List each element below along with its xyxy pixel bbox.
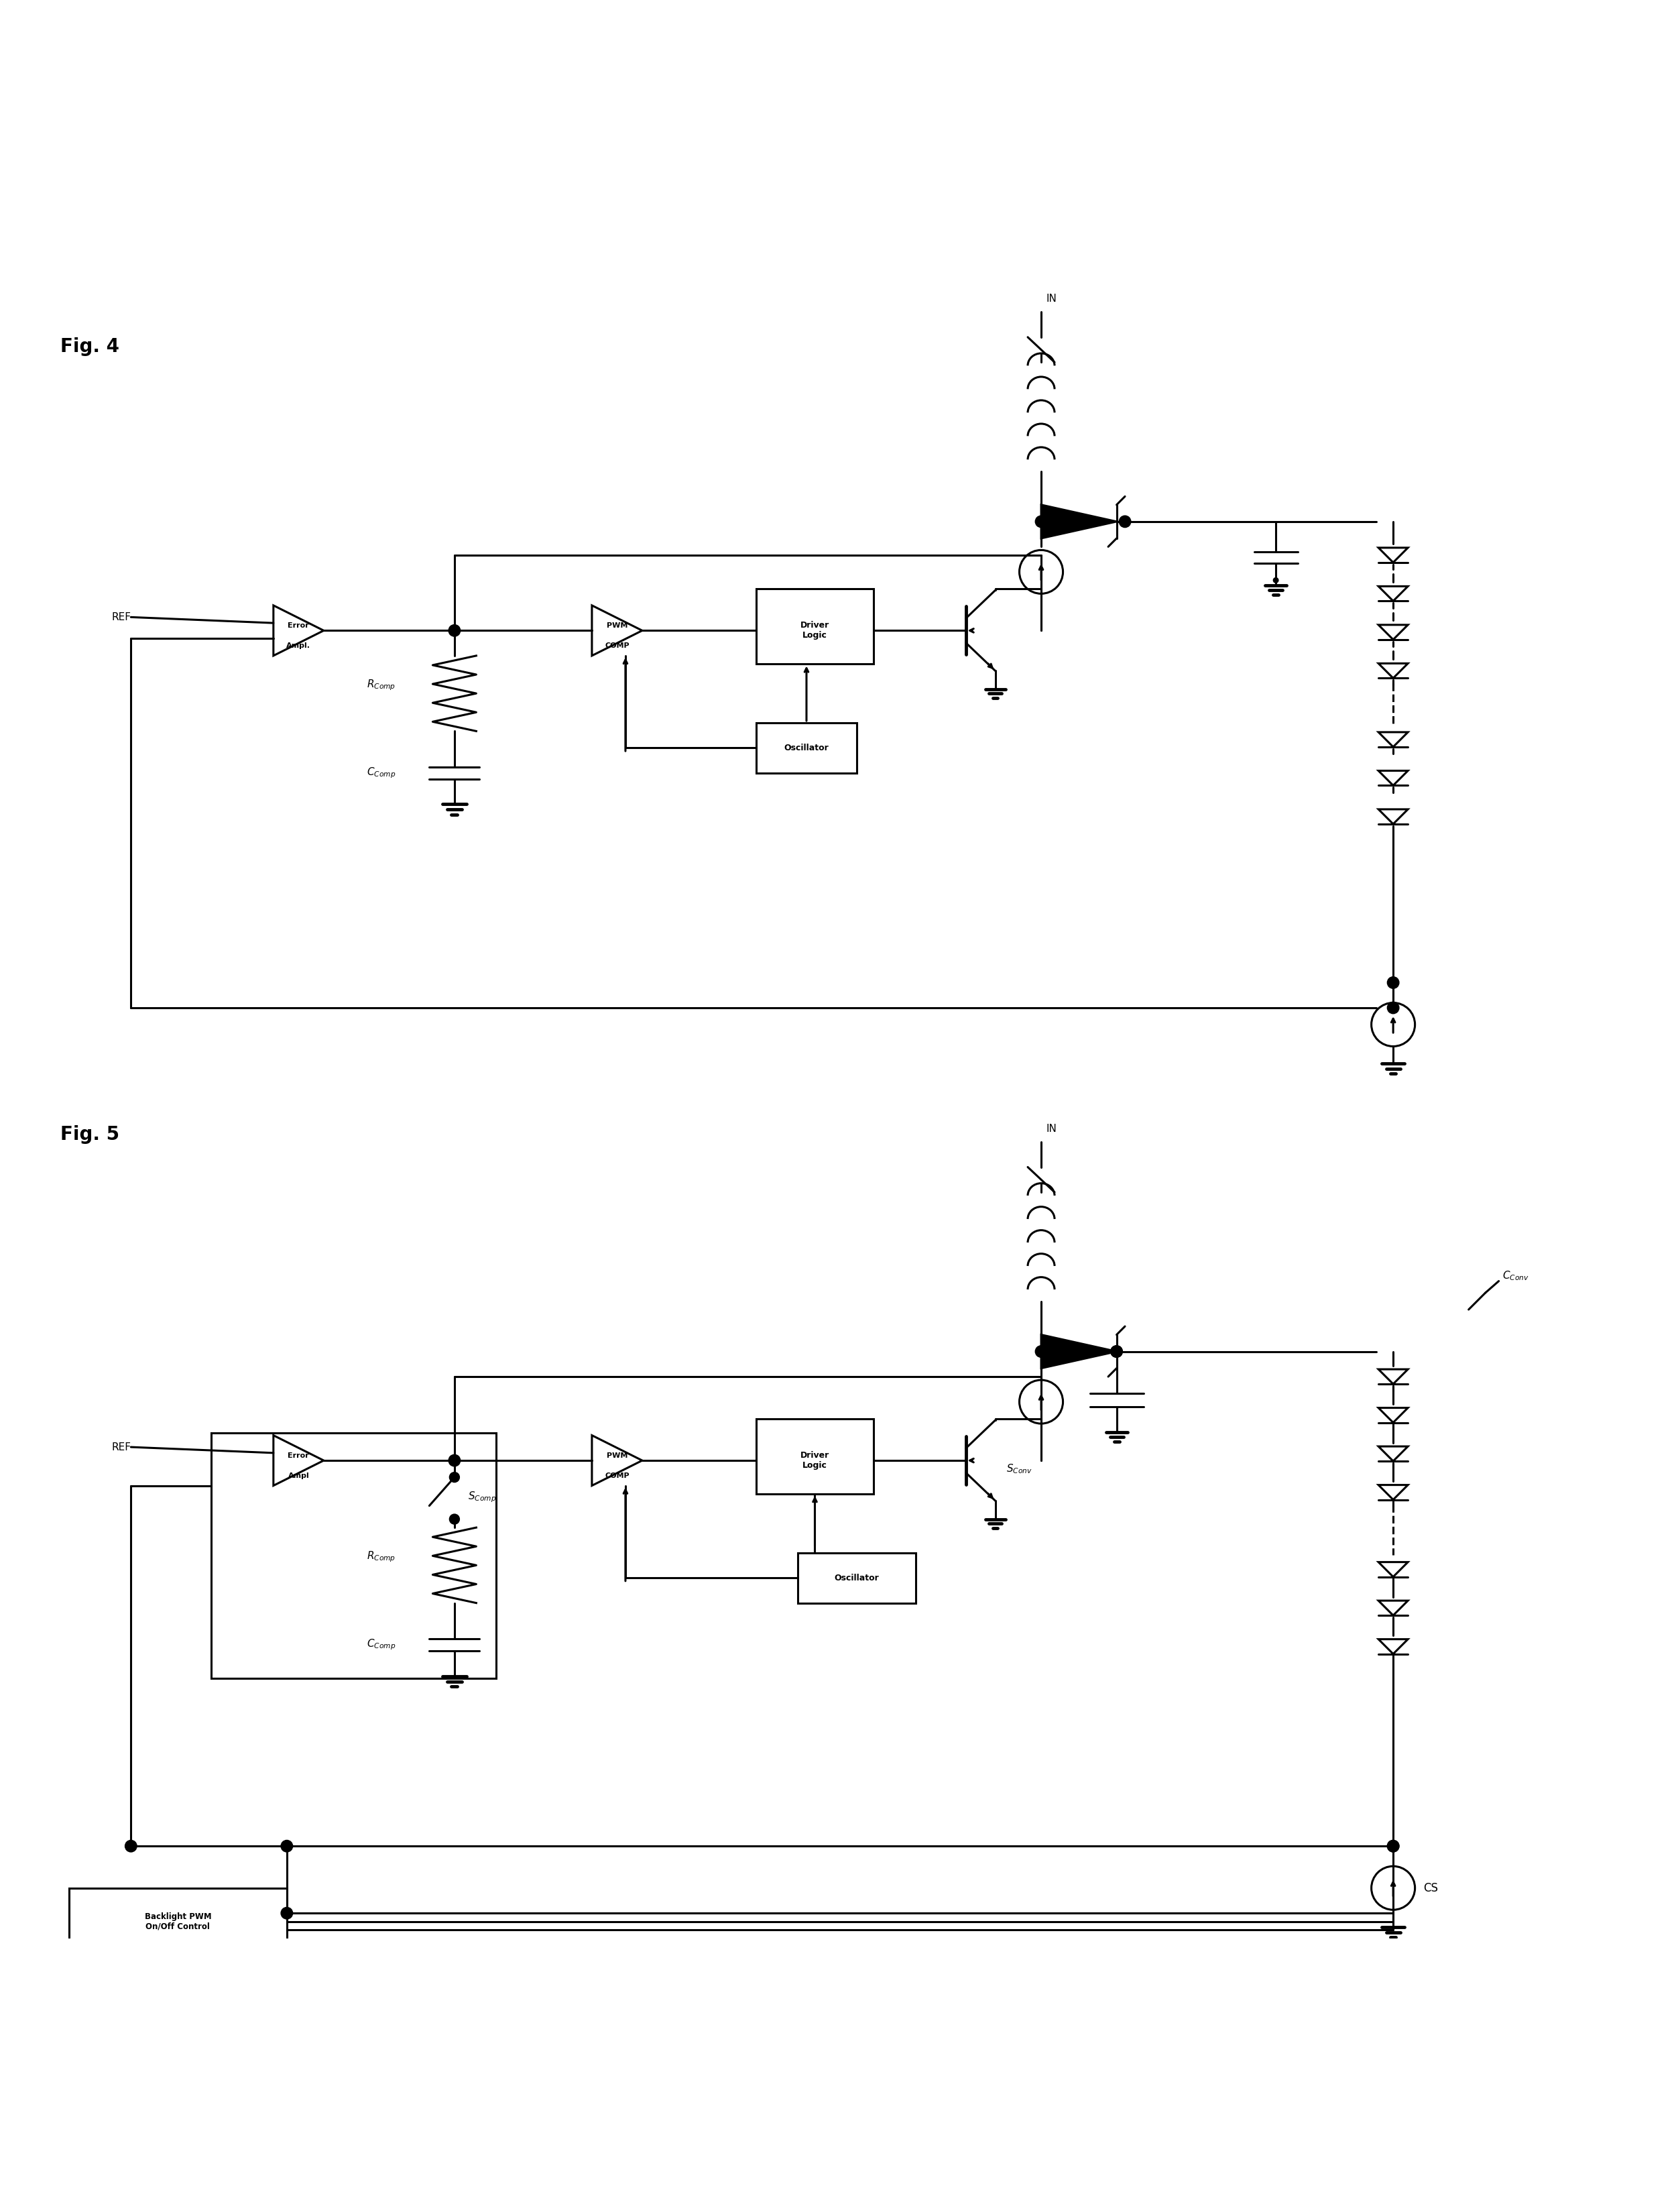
Text: Fig. 5: Fig. 5	[60, 1124, 119, 1144]
Circle shape	[281, 1907, 292, 1918]
Text: $S_{Conv}$: $S_{Conv}$	[1006, 1463, 1032, 1476]
Bar	[756, 1419, 874, 1494]
Text: Error: Error	[287, 1452, 309, 1459]
Circle shape	[1273, 579, 1278, 583]
Text: $R_{Comp}$: $R_{Comp}$	[366, 1551, 396, 1564]
Circle shape	[449, 625, 460, 636]
Text: $C_{Comp}$: $C_{Comp}$	[366, 766, 396, 781]
Circle shape	[1388, 1001, 1399, 1014]
Circle shape	[281, 1839, 292, 1852]
Circle shape	[450, 1472, 460, 1483]
Circle shape	[449, 1454, 460, 1467]
Circle shape	[1035, 1346, 1047, 1357]
Polygon shape	[1042, 504, 1117, 539]
Text: IN: IN	[1047, 293, 1057, 304]
Text: Error: Error	[287, 623, 309, 629]
Circle shape	[124, 1839, 136, 1852]
Text: Oscillator: Oscillator	[835, 1573, 879, 1582]
Text: IN: IN	[1047, 1124, 1057, 1133]
Text: $C_{Conv}$: $C_{Conv}$	[1502, 1269, 1529, 1283]
Bar	[798, 1553, 916, 1604]
Text: $C_{Comp}$: $C_{Comp}$	[366, 1639, 396, 1652]
Circle shape	[1110, 1346, 1122, 1357]
Text: COMP: COMP	[605, 1472, 630, 1478]
Text: REF: REF	[111, 612, 131, 623]
Text: Ampl: Ampl	[287, 1472, 309, 1478]
Circle shape	[1035, 515, 1047, 528]
Text: Fig. 4: Fig. 4	[60, 337, 119, 356]
Bar	[756, 724, 857, 772]
Circle shape	[1119, 515, 1131, 528]
Bar	[212, 1432, 496, 1679]
Text: $R_{Comp}$: $R_{Comp}$	[366, 678, 396, 693]
Text: REF: REF	[111, 1441, 131, 1452]
Text: COMP: COMP	[605, 642, 630, 649]
Text: CS: CS	[1423, 1881, 1438, 1894]
Text: Backlight PWM
On/Off Control: Backlight PWM On/Off Control	[144, 1912, 212, 1932]
Text: Oscillator: Oscillator	[785, 744, 828, 752]
Text: Driver
Logic: Driver Logic	[800, 1452, 830, 1470]
Circle shape	[1388, 1839, 1399, 1852]
Text: $S_{Comp}$: $S_{Comp}$	[467, 1489, 496, 1505]
Circle shape	[450, 1514, 460, 1525]
Text: PWM: PWM	[606, 623, 628, 629]
Bar	[756, 590, 874, 664]
Polygon shape	[1042, 1335, 1117, 1368]
Circle shape	[1388, 977, 1399, 988]
Circle shape	[1388, 1839, 1399, 1852]
Circle shape	[1110, 1346, 1122, 1357]
Bar	[69, 1888, 287, 1956]
Text: Ampl.: Ampl.	[287, 642, 311, 649]
Text: Driver
Logic: Driver Logic	[800, 620, 830, 640]
Text: PWM: PWM	[606, 1452, 628, 1459]
